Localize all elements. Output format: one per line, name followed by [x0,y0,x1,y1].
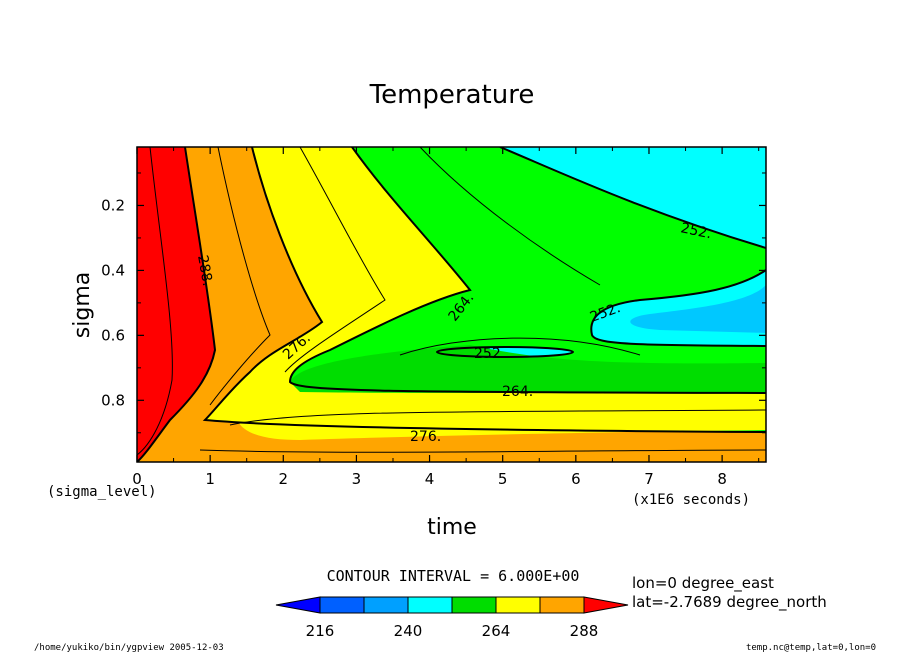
location-lon: lon=0 degree_east [632,574,774,593]
contour-interval-text: CONTOUR INTERVAL = 6.000E+00 [327,567,580,585]
x-tick-label: 2 [279,470,289,488]
x-tick-label: 4 [425,470,435,488]
y-corner-note: (sigma_level) [47,484,157,500]
contour-label-252-top-right: 252. [679,220,713,242]
colorbar-high-arrow [583,596,629,614]
fill-cyan-top-right [500,147,766,248]
contour-label-264-lower: 264. [502,384,533,400]
colorbar-swatch [495,596,541,614]
fill-red [137,147,215,462]
x-tick-label: 5 [498,470,508,488]
fill-green-tongue [290,345,766,393]
footer-right: temp.nc@temp,lat=0,lon=0 [746,643,876,653]
fill-lightblue-inner [630,285,766,333]
footer-left: /home/yukiko/bin/ygpview 2005-12-03 [34,643,224,653]
x-axis: 0 1 2 3 4 5 6 7 8 [132,147,760,488]
y-tick-label: 0.4 [101,261,125,279]
x-unit-note: (x1E6 seconds) [632,492,750,508]
plot-frame [136,146,767,463]
colorbar-swatch [363,596,409,614]
colorbar-swatch [407,596,453,614]
colorbar-swatch [319,596,365,614]
colorbar-tick-label: 240 [394,622,423,640]
colorbar-tick-label: 216 [306,622,335,640]
y-tick-label: 0.6 [101,326,125,344]
chart-title: Temperature [369,80,535,110]
x-tick-label: 6 [571,470,581,488]
y-axis: 0.2 0.4 0.6 0.8 [101,172,766,434]
colorbar-tick-label: 264 [482,622,511,640]
x-axis-label: time [427,515,477,540]
colorbar-swatch [451,596,497,614]
colorbar: 216 240 264 288 [275,596,629,640]
contour-label-288: 288. [194,254,215,287]
x-tick-label: 1 [205,470,215,488]
fill-orange [137,147,766,462]
x-tick-label: 0 [132,470,142,488]
contour-label-276-lower: 276. [410,429,441,445]
y-tick-label: 0.8 [101,391,125,409]
colorbar-low-arrow [275,596,321,614]
contour-fills [137,147,766,462]
colorbar-swatch [539,596,585,614]
location-lat: lat=-2.7689 degree_north [632,593,827,612]
x-tick-label: 8 [717,470,727,488]
fill-yellow-lower [235,395,766,440]
contour-lines [137,147,766,462]
contour-label-252-ellipse: 252. [474,346,505,362]
y-tick-label: 0.2 [101,196,125,214]
y-axis-label: sigma [70,272,95,338]
colorbar-tick-label: 288 [570,622,599,640]
x-tick-label: 7 [644,470,654,488]
x-tick-label: 3 [352,470,362,488]
fill-yellow [137,147,766,462]
